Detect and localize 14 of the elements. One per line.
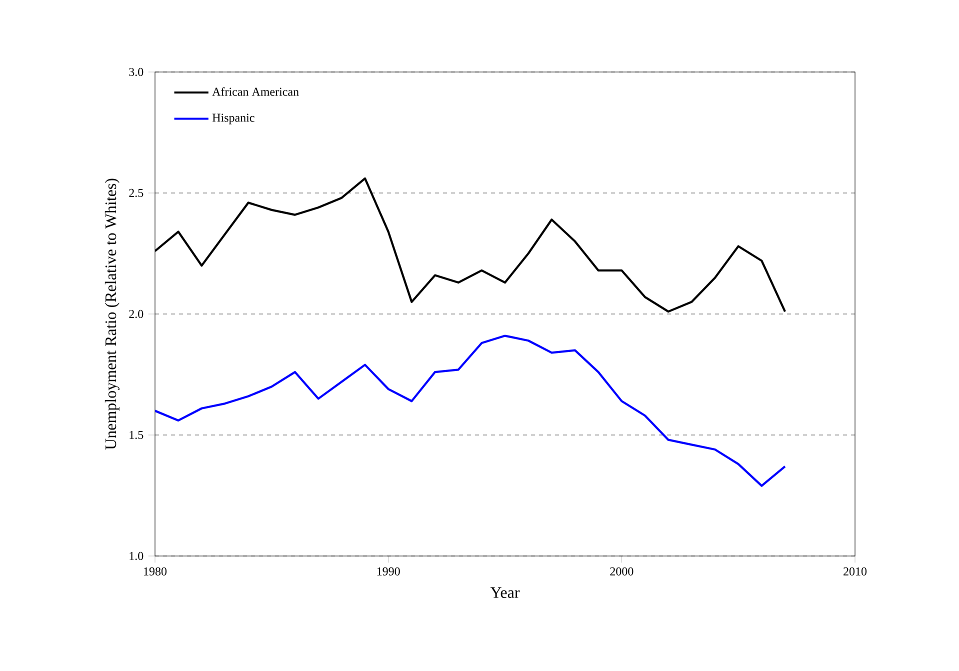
x-tick-label: 1980 [144, 567, 167, 576]
line-series [155, 334, 786, 487]
x-tick-label: 2010 [844, 567, 867, 576]
x-axis-title: Year [490, 587, 520, 598]
y-tick-label: 1.5 [130, 430, 144, 440]
y-tick-label: 2.0 [129, 310, 144, 318]
x-tick-label: 1990 [377, 567, 400, 576]
legend-label: African American [212, 87, 299, 96]
y-tick-label: 2.5 [129, 188, 144, 198]
x-tick-label: 2000 [610, 567, 634, 576]
legend-label: Hispanic [212, 114, 254, 124]
y-tick-label: 3.0 [129, 68, 144, 76]
y-tick-label: 1.0 [130, 552, 144, 560]
y-axis-title: Unemployment Ratio (Relative to Whites) [104, 178, 120, 450]
